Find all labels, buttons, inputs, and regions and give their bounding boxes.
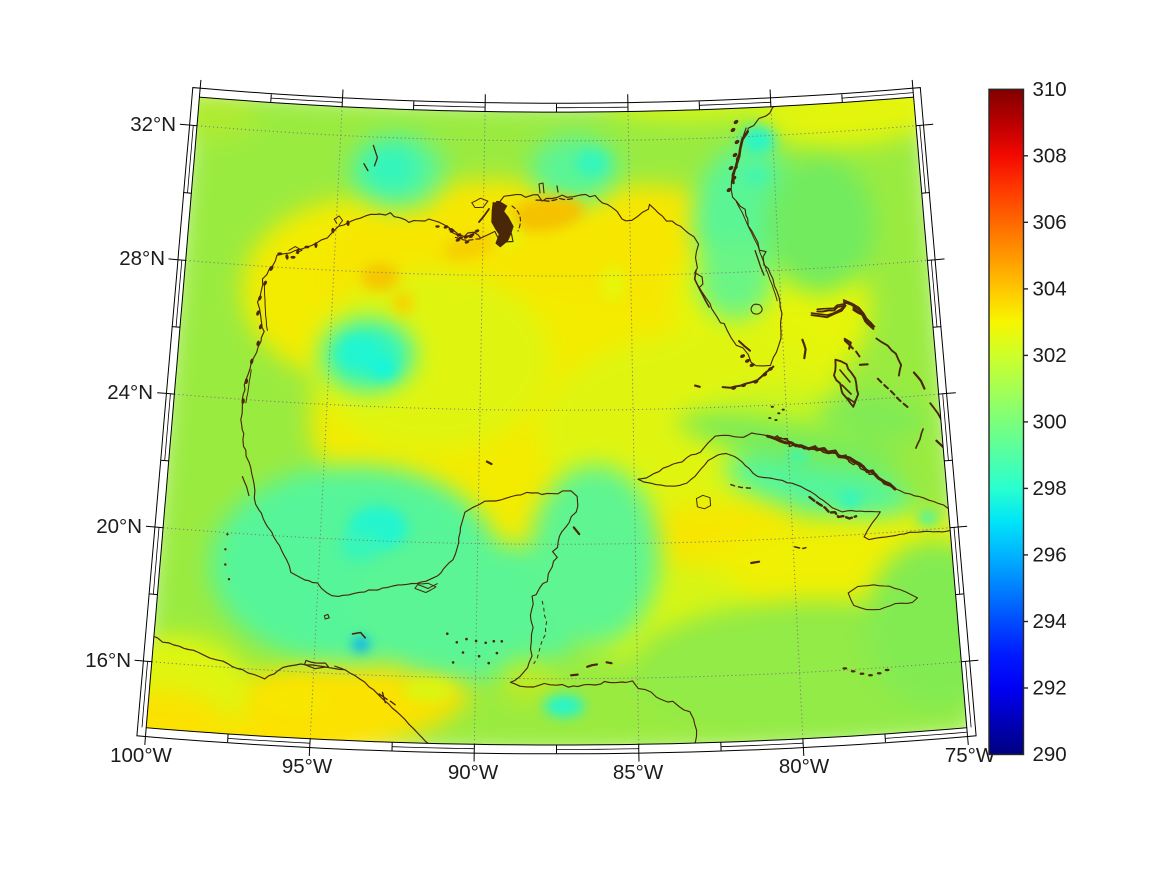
svg-text:290: 290 xyxy=(1033,743,1067,766)
svg-text:16°N: 16°N xyxy=(85,649,131,672)
svg-text:85°W: 85°W xyxy=(613,761,664,784)
svg-text:300: 300 xyxy=(1033,410,1067,433)
svg-text:292: 292 xyxy=(1033,677,1067,700)
svg-text:306: 306 xyxy=(1033,211,1067,234)
svg-text:32°N: 32°N xyxy=(130,113,176,136)
svg-text:90°W: 90°W xyxy=(448,761,499,784)
svg-text:80°W: 80°W xyxy=(779,755,830,778)
svg-text:100°W: 100°W xyxy=(110,744,172,767)
svg-text:95°W: 95°W xyxy=(282,755,333,778)
svg-text:75°W: 75°W xyxy=(945,744,996,767)
svg-text:294: 294 xyxy=(1033,610,1067,633)
svg-text:296: 296 xyxy=(1033,543,1067,566)
svg-text:304: 304 xyxy=(1033,277,1067,300)
svg-text:24°N: 24°N xyxy=(107,381,153,404)
svg-text:20°N: 20°N xyxy=(96,515,142,538)
svg-text:302: 302 xyxy=(1033,344,1067,367)
svg-text:28°N: 28°N xyxy=(119,247,165,270)
svg-text:310: 310 xyxy=(1033,78,1067,101)
svg-text:298: 298 xyxy=(1033,477,1067,500)
svg-text:308: 308 xyxy=(1033,144,1067,167)
